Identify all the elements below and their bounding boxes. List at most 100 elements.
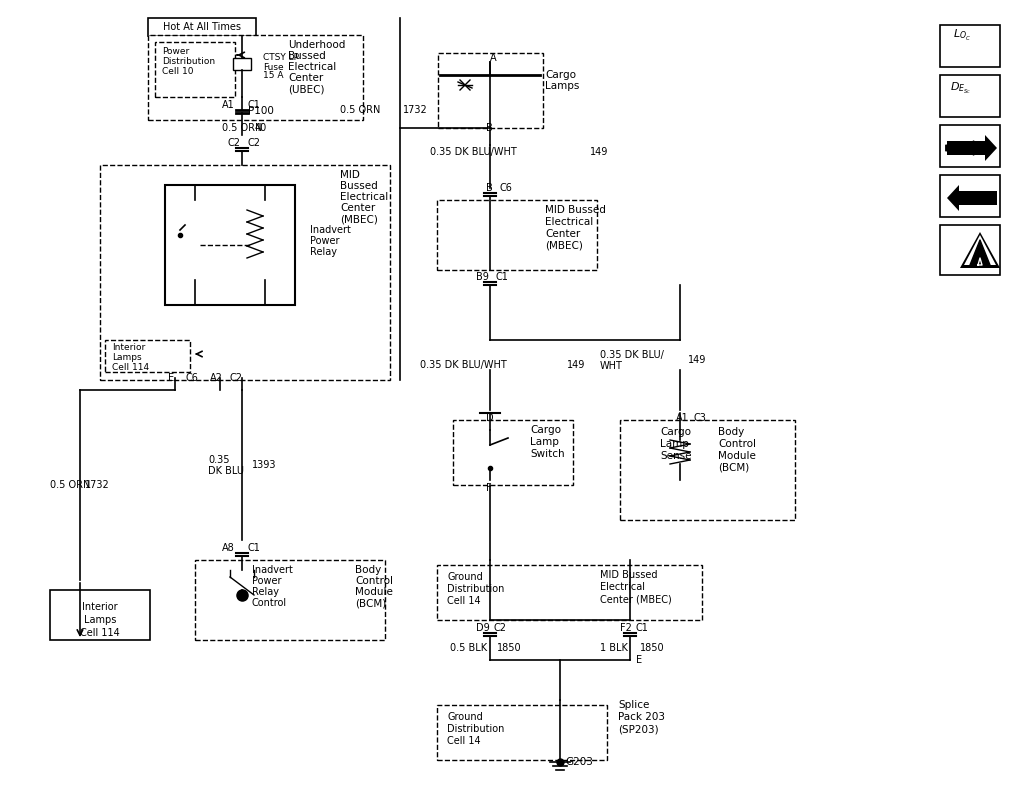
Text: Cell 14: Cell 14 bbox=[447, 736, 480, 746]
Text: 0.5 ORN: 0.5 ORN bbox=[340, 105, 380, 115]
Text: C1: C1 bbox=[247, 100, 260, 110]
Text: Module: Module bbox=[355, 587, 393, 597]
Bar bbox=[940, 75, 1000, 117]
Text: (UBEC): (UBEC) bbox=[288, 84, 325, 94]
Bar bbox=[195, 560, 385, 640]
Text: Ground: Ground bbox=[447, 712, 482, 722]
Text: Module: Module bbox=[718, 451, 756, 461]
Text: Pack 203: Pack 203 bbox=[618, 712, 665, 722]
Text: Bussed: Bussed bbox=[340, 181, 378, 191]
Text: Ground: Ground bbox=[447, 572, 482, 582]
Text: Cell 114: Cell 114 bbox=[112, 363, 150, 373]
Text: Lamps: Lamps bbox=[545, 81, 580, 91]
Bar bbox=[233, 58, 251, 70]
Bar bbox=[438, 53, 543, 128]
Text: Power: Power bbox=[162, 47, 189, 57]
Text: Inadvert: Inadvert bbox=[252, 565, 293, 575]
Text: Cargo: Cargo bbox=[530, 425, 561, 435]
Text: Control: Control bbox=[718, 439, 756, 449]
Text: 1 BLK: 1 BLK bbox=[600, 643, 628, 653]
Text: Center: Center bbox=[288, 73, 324, 83]
Text: MID Bussed: MID Bussed bbox=[600, 570, 657, 580]
Text: Interior: Interior bbox=[82, 602, 118, 612]
Text: $D_{E_{S_C}}$: $D_{E_{S_C}}$ bbox=[950, 80, 972, 96]
Text: Electrical: Electrical bbox=[600, 582, 645, 592]
Text: C6: C6 bbox=[500, 183, 513, 193]
Bar bbox=[437, 705, 607, 760]
Text: Center (MBEC): Center (MBEC) bbox=[600, 594, 672, 604]
Text: C1: C1 bbox=[247, 543, 260, 553]
Text: G203: G203 bbox=[565, 757, 593, 767]
Polygon shape bbox=[947, 135, 997, 161]
Text: C1: C1 bbox=[496, 272, 509, 282]
Text: P100: P100 bbox=[248, 106, 273, 116]
Polygon shape bbox=[961, 232, 1000, 268]
Text: 0.5 ORN: 0.5 ORN bbox=[222, 123, 262, 133]
Text: 0.35: 0.35 bbox=[208, 455, 229, 465]
Text: Distribution: Distribution bbox=[162, 57, 215, 67]
Text: 149: 149 bbox=[590, 147, 608, 157]
Text: Power: Power bbox=[252, 576, 282, 586]
Bar bbox=[50, 590, 150, 640]
Text: (MBEC): (MBEC) bbox=[340, 214, 378, 224]
Bar bbox=[437, 565, 702, 620]
Text: Cell 14: Cell 14 bbox=[447, 596, 480, 606]
Text: Body: Body bbox=[718, 427, 744, 437]
Text: C2: C2 bbox=[230, 373, 243, 383]
Bar bbox=[100, 165, 390, 380]
Bar bbox=[155, 42, 234, 97]
Text: 40: 40 bbox=[255, 123, 267, 133]
Text: 0.5 ORN: 0.5 ORN bbox=[50, 480, 90, 490]
Text: Control: Control bbox=[252, 598, 287, 608]
Text: C2: C2 bbox=[494, 623, 507, 633]
Polygon shape bbox=[964, 235, 996, 265]
Text: Distribution: Distribution bbox=[447, 724, 505, 734]
Text: Power: Power bbox=[310, 236, 340, 246]
Text: F: F bbox=[486, 483, 492, 493]
Text: A1: A1 bbox=[222, 100, 234, 110]
Bar bbox=[437, 200, 597, 270]
Text: E: E bbox=[168, 373, 174, 383]
Text: Cargo: Cargo bbox=[660, 427, 691, 437]
Text: Center: Center bbox=[545, 229, 581, 239]
Text: 1393: 1393 bbox=[252, 460, 276, 470]
Text: Cargo: Cargo bbox=[545, 70, 575, 80]
Polygon shape bbox=[970, 240, 990, 265]
Text: MID Bussed: MID Bussed bbox=[545, 205, 606, 215]
Text: (BCM): (BCM) bbox=[718, 463, 750, 473]
Text: 0.35 DK BLU/: 0.35 DK BLU/ bbox=[600, 350, 664, 360]
Bar bbox=[940, 125, 1000, 167]
Text: A2: A2 bbox=[210, 373, 223, 383]
Text: A: A bbox=[490, 53, 497, 63]
Text: C3: C3 bbox=[693, 413, 706, 423]
Text: Electrical: Electrical bbox=[545, 217, 593, 227]
Text: Lamp: Lamp bbox=[530, 437, 559, 447]
Text: D: D bbox=[486, 413, 494, 423]
Text: 0.35 DK BLU/WHT: 0.35 DK BLU/WHT bbox=[420, 360, 507, 370]
Text: 149: 149 bbox=[567, 360, 586, 370]
Text: Relay: Relay bbox=[310, 247, 337, 257]
Text: 1732: 1732 bbox=[403, 105, 428, 115]
Bar bbox=[440, 55, 540, 115]
Text: Cell 114: Cell 114 bbox=[80, 628, 120, 638]
Text: E: E bbox=[636, 655, 642, 665]
Bar bbox=[148, 35, 362, 120]
Text: Electrical: Electrical bbox=[340, 192, 388, 202]
Text: C1: C1 bbox=[635, 623, 648, 633]
Text: B: B bbox=[486, 123, 493, 133]
Text: Body: Body bbox=[355, 565, 381, 575]
Text: (BCM): (BCM) bbox=[355, 598, 386, 608]
Text: WHT: WHT bbox=[600, 361, 623, 371]
Polygon shape bbox=[947, 185, 997, 211]
Bar bbox=[620, 420, 795, 520]
Text: A8: A8 bbox=[222, 543, 234, 553]
Text: C2: C2 bbox=[228, 138, 241, 148]
Text: Switch: Switch bbox=[530, 449, 564, 459]
Text: Relay: Relay bbox=[252, 587, 279, 597]
Text: F2: F2 bbox=[620, 623, 632, 633]
Text: Inadvert: Inadvert bbox=[310, 225, 351, 235]
Text: Hot At All Times: Hot At All Times bbox=[163, 22, 241, 32]
Text: Electrical: Electrical bbox=[288, 62, 336, 72]
Text: $L_{O_C}$: $L_{O_C}$ bbox=[953, 28, 971, 42]
Text: C6: C6 bbox=[185, 373, 198, 383]
